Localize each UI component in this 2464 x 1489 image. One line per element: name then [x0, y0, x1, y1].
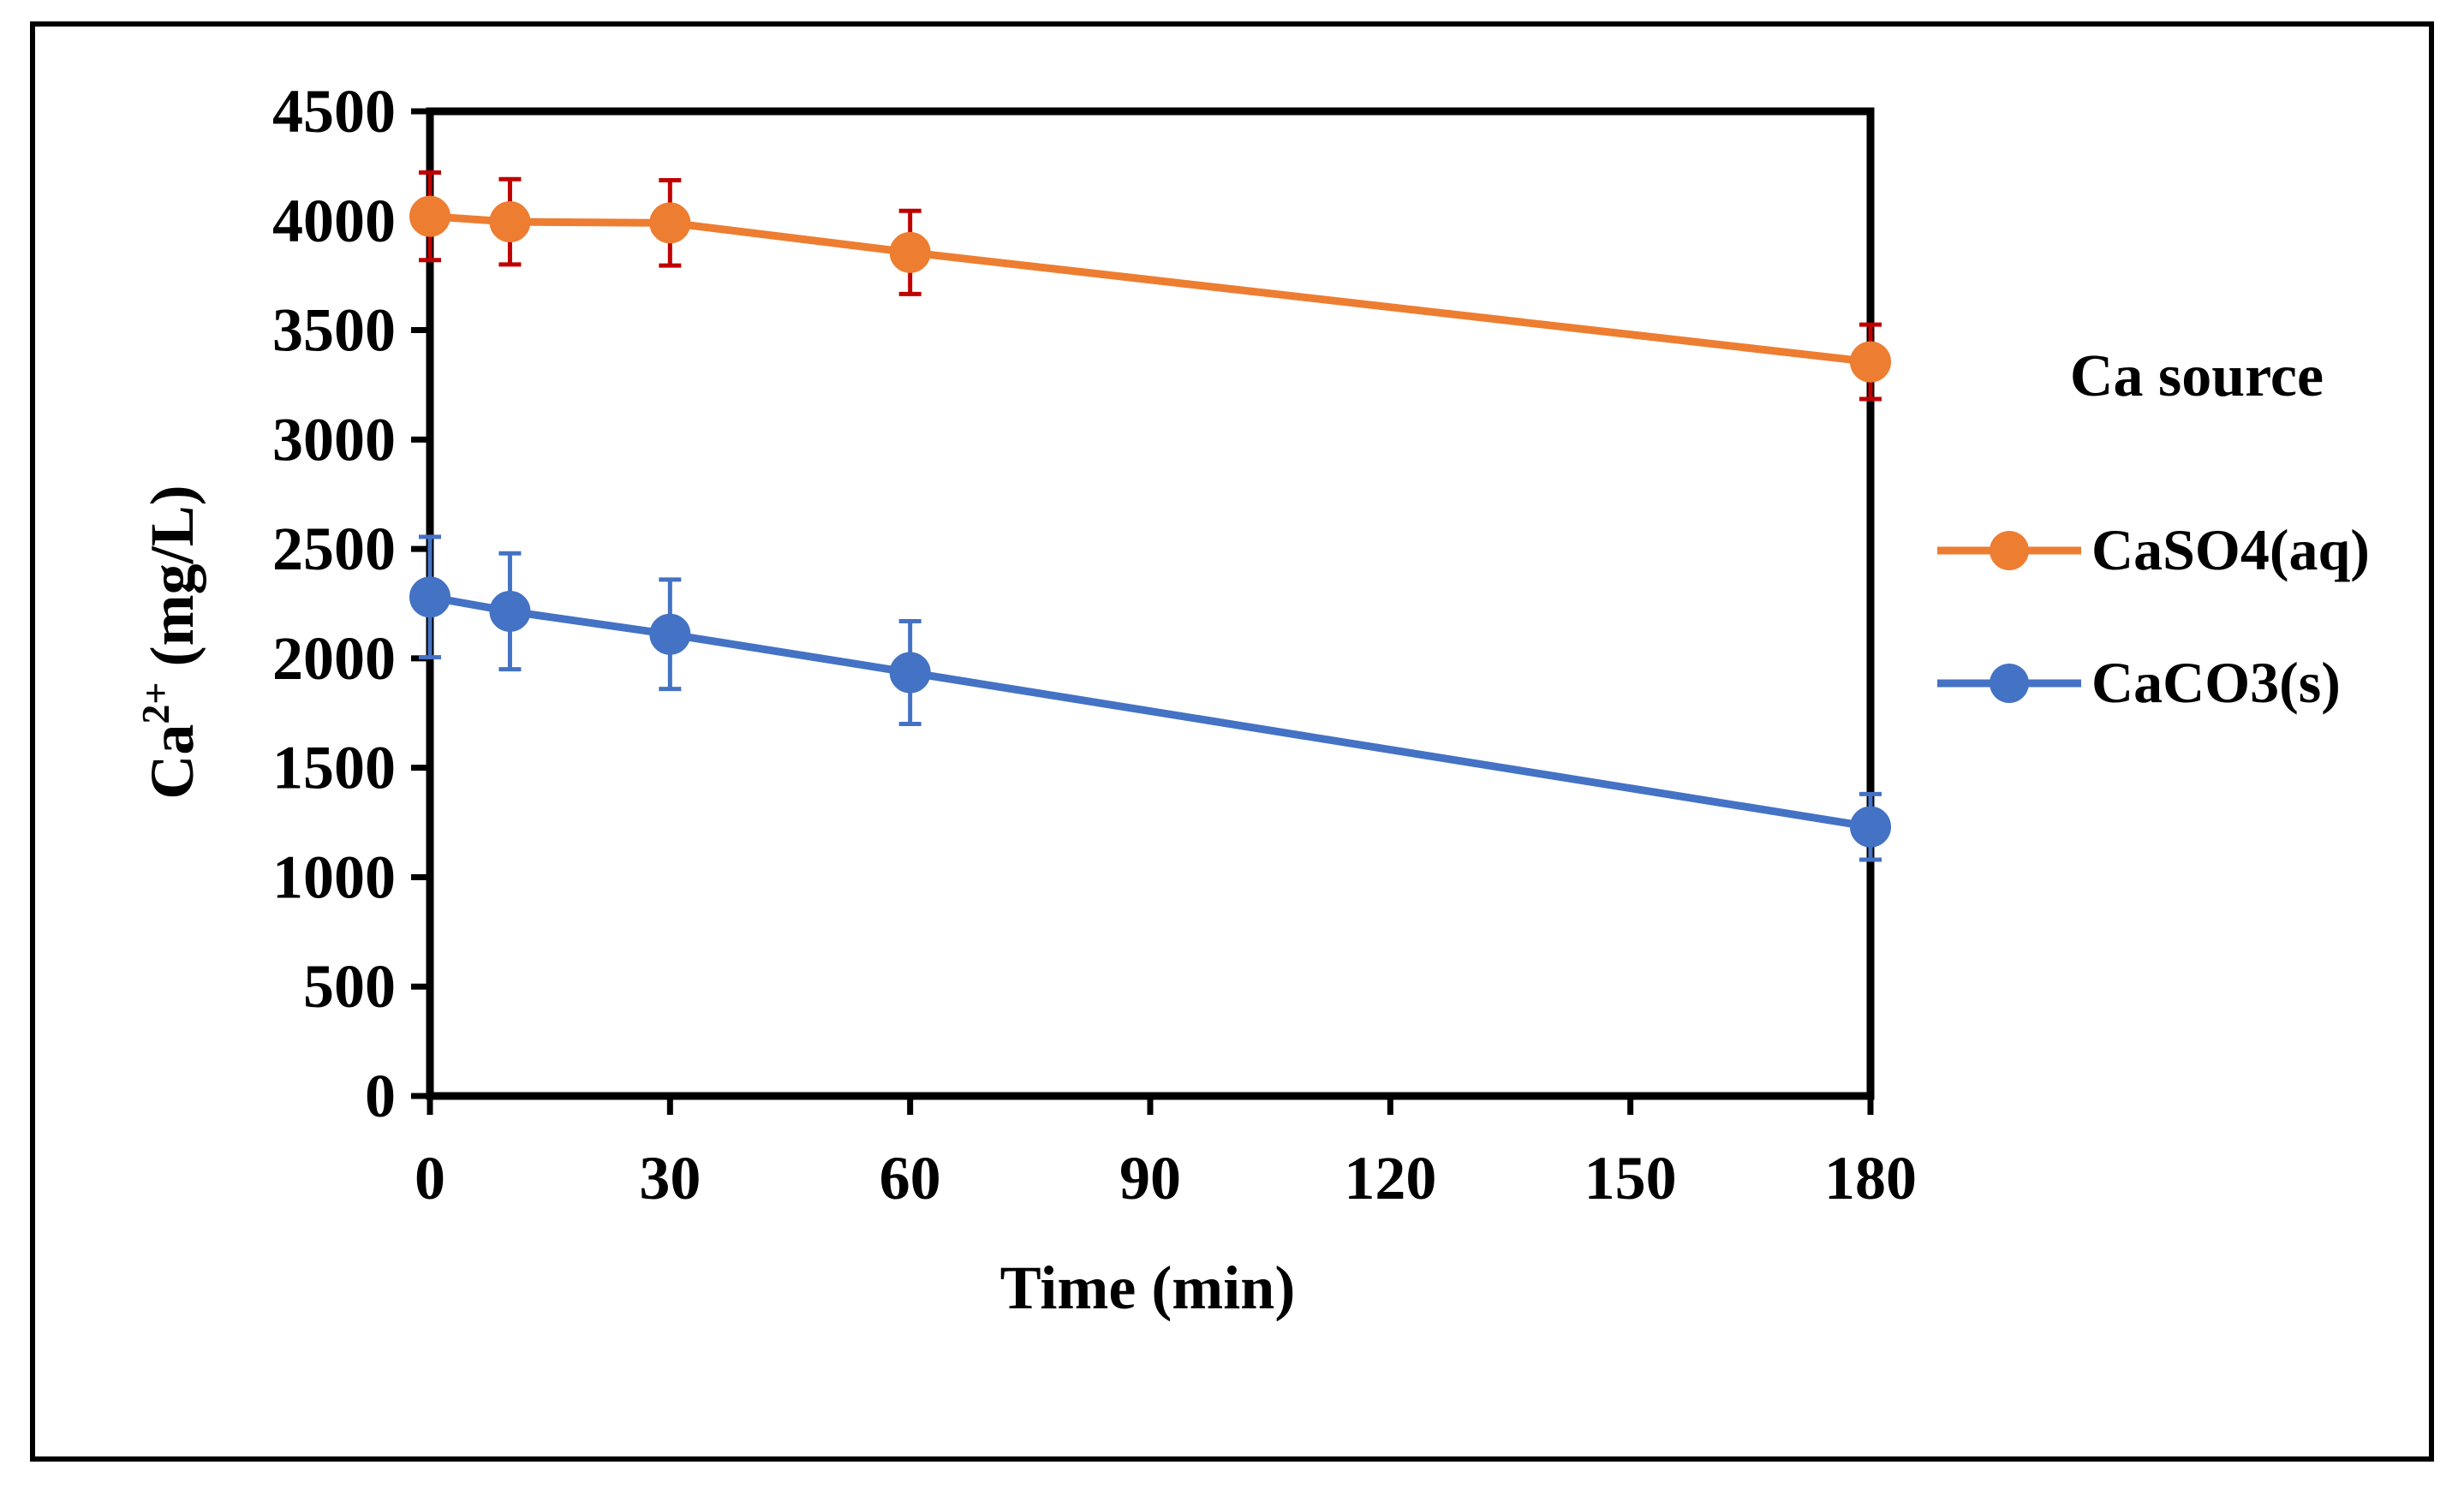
y-axis-title: Ca2+ (mg/L) [134, 485, 206, 799]
legend-item-2: CaCO3(s) [1937, 650, 2341, 715]
x-tick-label: 120 [1344, 1144, 1436, 1212]
legend-label: CaCO3(s) [2091, 650, 2341, 715]
y-tick-label: 4000 [272, 187, 396, 255]
legend-item-1: CaSO4(aq) [1937, 517, 2370, 582]
data-point [489, 590, 531, 632]
y-tick-label: 4500 [272, 77, 396, 146]
y-axis-title-suffix: (mg/L) [138, 485, 206, 682]
y-tick-label: 2000 [272, 624, 396, 693]
y-tick-label: 2500 [272, 515, 396, 583]
x-tick-label: 60 [880, 1144, 941, 1212]
legend-swatch-marker [1990, 531, 2029, 570]
legend-label: CaSO4(aq) [2091, 517, 2370, 582]
y-tick-label: 1000 [272, 843, 396, 911]
data-point [1850, 341, 1891, 383]
series-layer [409, 170, 1891, 862]
x-tick-label: 180 [1824, 1144, 1917, 1212]
x-tick-label: 30 [639, 1144, 701, 1212]
data-point [409, 576, 450, 618]
y-tick-label: 3000 [272, 405, 396, 474]
data-point [409, 195, 450, 237]
y-tick-label: 1500 [272, 734, 396, 802]
data-point [649, 613, 691, 655]
x-tick-label: 90 [1119, 1144, 1181, 1212]
y-axis-title-prefix: Ca [138, 724, 206, 800]
y-axis-ticks: 0 500 1000 1500 2000 2500 3000 3500 4000 4500 [272, 77, 430, 1130]
y-tick-label: 3500 [272, 296, 396, 365]
legend-title: Ca source [2070, 343, 2324, 409]
y-tick-label: 0 [365, 1062, 396, 1130]
series-2 [409, 534, 1891, 862]
x-axis-title: Time (min) [1000, 1254, 1296, 1322]
legend-swatch-marker [1990, 664, 2029, 703]
data-point [489, 201, 531, 243]
x-tick-label: 150 [1584, 1144, 1677, 1212]
series-1 [409, 170, 1891, 402]
data-point [649, 202, 691, 244]
data-point [889, 652, 931, 694]
data-point [889, 231, 931, 273]
data-point [1850, 806, 1891, 848]
y-tick-label: 500 [303, 952, 396, 1021]
x-tick-label: 0 [415, 1144, 445, 1212]
legend: CaSO4(aq) CaCO3(s) [1937, 517, 2370, 715]
y-axis-title-superscript: 2+ [134, 682, 177, 724]
x-axis-ticks: 0 30 60 90 120 150 180 [415, 1096, 1917, 1212]
